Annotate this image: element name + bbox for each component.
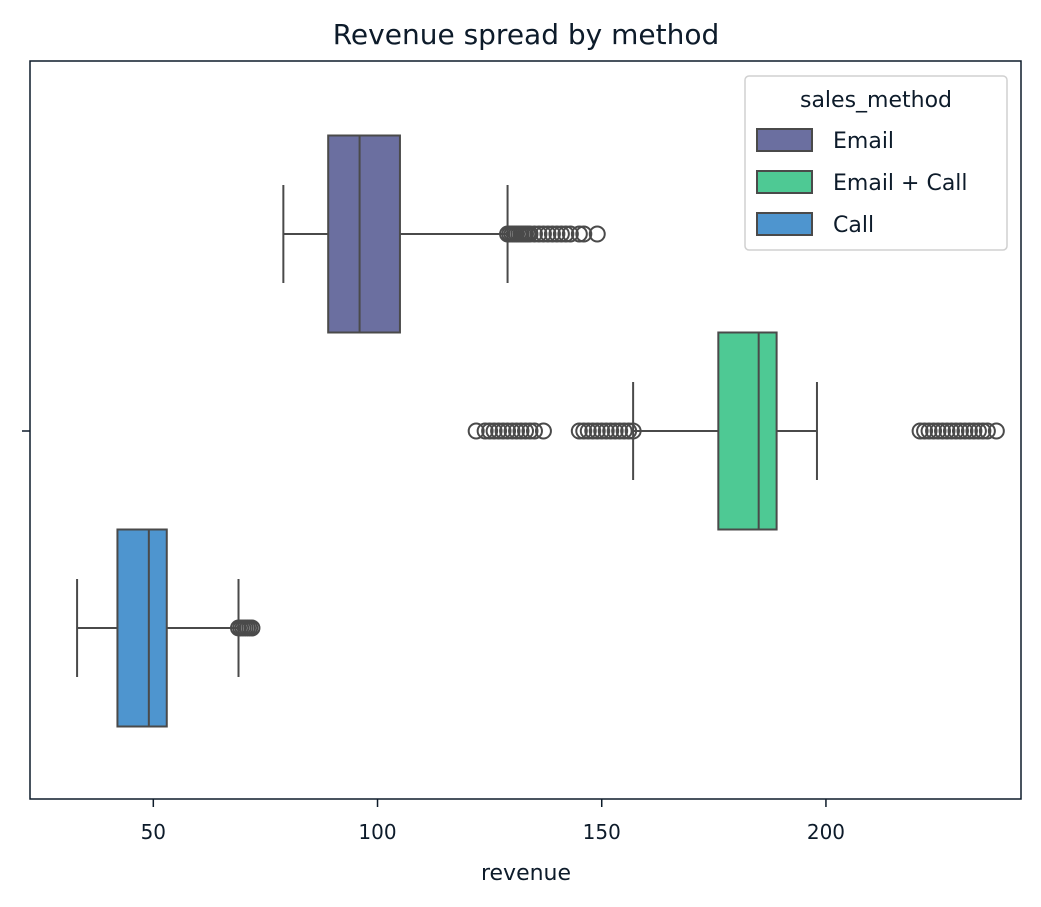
outlier-point [911, 422, 929, 440]
legend-title: sales_method [800, 88, 952, 113]
outlier-point [575, 422, 593, 440]
outlier-point [615, 422, 633, 440]
outlier-point [494, 422, 512, 440]
box-email [282, 134, 606, 334]
outlier-point [570, 422, 588, 440]
outlier-point [951, 422, 969, 440]
outlier-point [481, 422, 499, 440]
outlier-point [588, 225, 606, 243]
outlier-point [942, 422, 960, 440]
outlier-point [947, 422, 965, 440]
outlier-point [956, 422, 974, 440]
outlier-point [499, 422, 517, 440]
outlier-point [579, 422, 597, 440]
outlier-point [534, 422, 552, 440]
outlier-point [508, 422, 526, 440]
outlier-point [920, 422, 938, 440]
outlier-point [978, 422, 996, 440]
box-call [76, 528, 261, 728]
outlier-point [490, 422, 508, 440]
legend-item: Email [756, 128, 894, 154]
legend-swatch [756, 128, 813, 152]
x-axis-label: revenue [481, 861, 571, 886]
outlier-point [960, 422, 978, 440]
legend-item: Call [756, 212, 874, 238]
legend-frame [744, 75, 1008, 251]
legend: sales_method Email Email + Call Call [744, 75, 1008, 251]
x-tick-label: 200 [807, 820, 845, 844]
plot-area [29, 60, 1022, 800]
outlier-point [525, 225, 543, 243]
outlier-point [570, 225, 588, 243]
outlier-point [561, 225, 579, 243]
legend-label: Email [833, 129, 894, 154]
outlier-point [521, 225, 539, 243]
iqr-box [327, 134, 401, 334]
x-tick-label: 50 [141, 820, 166, 844]
outlier-point [525, 422, 543, 440]
outlier-point [597, 422, 615, 440]
iqr-box [116, 528, 168, 728]
outlier-point [521, 422, 539, 440]
outlier-point [467, 422, 485, 440]
legend-swatch [756, 212, 813, 236]
outlier-point [512, 422, 530, 440]
outlier-point [243, 619, 261, 637]
outlier-point [593, 422, 611, 440]
outlier-point [517, 422, 534, 440]
outlier-point [925, 422, 943, 440]
chart-title: Revenue spread by method [333, 18, 720, 51]
legend-label: Email + Call [833, 171, 968, 196]
box-email-call [467, 331, 1005, 531]
outlier-point [611, 422, 629, 440]
legend-items: Email Email + Call Call [756, 128, 968, 238]
outlier-point [606, 422, 624, 440]
x-tick-label: 150 [583, 820, 621, 844]
outlier-point [929, 422, 947, 440]
outlier-point [934, 422, 952, 440]
outlier-point [974, 422, 992, 440]
legend-label: Call [833, 213, 874, 238]
outlier-point [969, 422, 987, 440]
outlier-point [534, 225, 552, 243]
x-axis-ticks: 50 100 150 200 [141, 799, 845, 844]
outlier-point [552, 225, 570, 243]
outlier-point [624, 422, 642, 440]
outlier-point [476, 422, 494, 440]
iqr-box [717, 331, 778, 531]
outlier-point [602, 422, 620, 440]
outlier-point [543, 225, 561, 243]
outlier-point [575, 225, 593, 243]
outlier-point [584, 422, 602, 440]
outlier-point [938, 422, 956, 440]
outlier-point [965, 422, 983, 440]
outlier-point [539, 225, 557, 243]
x-tick-label: 100 [358, 820, 396, 844]
outlier-point [588, 422, 606, 440]
outlier-point [530, 225, 548, 243]
outlier-point [987, 422, 1005, 440]
legend-swatch [756, 170, 813, 194]
outlier-point [548, 225, 566, 243]
boxes-layer [76, 134, 1005, 728]
outlier-point [485, 422, 503, 440]
outlier-point [503, 422, 521, 440]
outlier-point [916, 422, 934, 440]
outlier-point [620, 422, 638, 440]
legend-item: Email + Call [756, 170, 968, 196]
outlier-point [557, 225, 575, 243]
